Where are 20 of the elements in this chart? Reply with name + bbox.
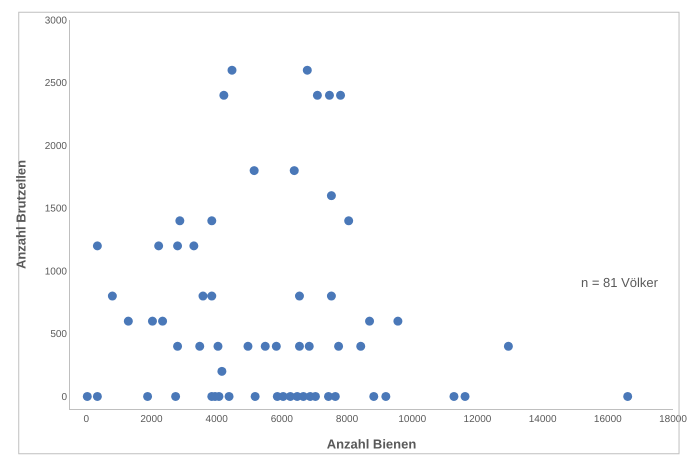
x-tick-label: 4000 [206,414,228,425]
y-tick-label: 1000 [44,266,68,278]
x-tick-label: 10000 [398,414,427,425]
x-tick-label: 2000 [140,414,164,425]
y-tick-label: 2500 [44,78,68,90]
x-tick-label: 6000 [270,414,294,425]
y-tick-label: 3000 [44,16,68,26]
x-tick-label: 18000 [659,414,688,425]
annotation: n = 81 Völker [581,275,659,290]
y-axis-title: Anzahl Brutzellen [14,160,29,270]
x-tick-label: 0 [84,414,90,425]
y-tick-label: 1500 [44,204,68,215]
y-tick-label: 500 [50,329,68,340]
x-axis-title: Anzahl Bienen [326,436,416,452]
x-tick-label: 12000 [464,414,492,425]
y-tick-label: 0 [61,392,68,403]
x-tick-label: 16000 [594,414,622,425]
x-tick-label: 8000 [336,414,359,425]
y-tick-label: 2000 [44,140,68,152]
x-tick-label: 14000 [528,414,557,425]
